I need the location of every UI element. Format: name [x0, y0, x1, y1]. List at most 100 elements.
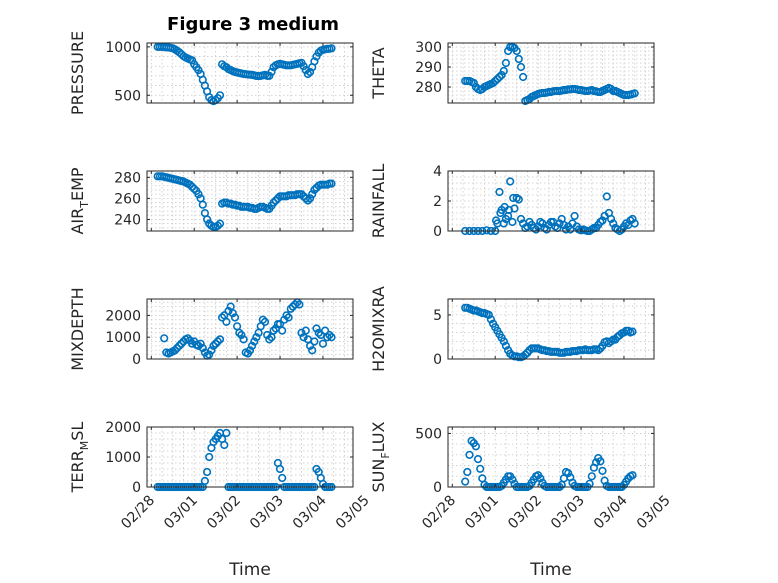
data-point [306, 67, 315, 77]
data-point [295, 300, 304, 309]
data-point [596, 457, 605, 466]
data-point [630, 219, 639, 228]
data-point [297, 328, 306, 337]
axes-box [447, 42, 655, 104]
data-point [499, 337, 508, 346]
y-axis-label: PRESSURE [68, 31, 87, 115]
x-tick-label: 03/04 [290, 492, 330, 532]
data-point [484, 310, 493, 320]
y-tick-label: 4 [433, 164, 442, 180]
data-point [471, 442, 481, 451]
y-tick-label: 0 [132, 480, 141, 496]
data-point [469, 78, 478, 88]
data-point [516, 214, 526, 224]
data-point [245, 346, 255, 355]
data-point [185, 180, 194, 189]
data-point [175, 341, 184, 351]
y-tick-label: 290 [415, 60, 442, 76]
data-point [198, 344, 207, 353]
data-point [473, 455, 483, 464]
data-point [306, 194, 315, 203]
data-point [188, 182, 197, 191]
data-point [198, 200, 207, 209]
data-point [499, 66, 508, 76]
data-point [504, 46, 513, 56]
x-tick-label: 03/02 [204, 493, 244, 533]
data-point [207, 346, 216, 355]
y-tick-label: 500 [114, 88, 141, 104]
data-point [177, 339, 186, 348]
data-point [291, 300, 300, 309]
x-tick-label: 02/28 [118, 493, 158, 533]
data-point [598, 466, 607, 476]
data-point [465, 450, 474, 460]
x-tick-label: 02/28 [419, 493, 459, 533]
figure-title: Figure 3 medium [167, 14, 339, 35]
data-point [297, 190, 306, 199]
data-point [318, 339, 328, 348]
data-point [463, 467, 472, 477]
data-point [301, 194, 310, 203]
data-point [205, 350, 214, 359]
y-tick-label: 0 [132, 352, 141, 368]
data-point [215, 335, 225, 344]
x-tick-label: 03/04 [591, 492, 631, 532]
y-tick-label: 280 [114, 170, 141, 186]
data-point [327, 333, 336, 342]
axes-box [447, 426, 655, 488]
data-point [269, 326, 278, 335]
data-point [606, 84, 616, 94]
data-point [220, 440, 229, 450]
data-point [461, 477, 470, 486]
y-axis-label: MIXDEPTH [68, 287, 87, 370]
data-point [205, 452, 214, 462]
data-point [564, 469, 573, 478]
data-point [224, 306, 233, 316]
data-point [514, 195, 523, 204]
data-point [265, 335, 274, 344]
data-point [215, 219, 225, 228]
x-tick-label: 03/02 [505, 493, 545, 533]
data-point [325, 330, 334, 340]
data-point [508, 475, 517, 484]
y-tick-label: 1000 [105, 330, 141, 346]
data-point [228, 309, 237, 318]
data-point [235, 328, 244, 337]
data-point [230, 313, 240, 322]
x-axis-label: Time [529, 560, 572, 580]
data-point [310, 185, 319, 194]
data-point [271, 196, 280, 205]
data-point [501, 341, 511, 350]
axes-box [146, 298, 354, 360]
axes-box [146, 170, 354, 232]
data-point [222, 317, 231, 327]
data-point [598, 216, 607, 225]
data-point [275, 464, 285, 474]
y-tick-label: 280 [415, 80, 442, 96]
data-point [489, 78, 498, 88]
data-point [606, 337, 616, 346]
subplot-mixdepth: 0 1000 2000 MIXDEPTH [68, 287, 354, 371]
axes-box [146, 42, 354, 104]
y-tick-label: 2000 [105, 308, 141, 324]
data-point [501, 58, 511, 68]
data-point [327, 44, 336, 53]
axes-box [146, 426, 354, 488]
data-point [267, 67, 276, 77]
data-point [278, 326, 287, 335]
y-tick-label: 0 [433, 352, 442, 368]
data-point [194, 190, 203, 199]
y-tick-label: 300 [415, 40, 442, 56]
data-point [512, 46, 521, 56]
axes-box [447, 298, 655, 360]
x-tick-label: 03/01 [462, 493, 502, 533]
data-point [518, 72, 528, 82]
data-point [606, 214, 616, 224]
data-point [323, 333, 332, 342]
y-tick-label: 500 [415, 426, 442, 442]
data-point [587, 472, 596, 481]
y-tick-label: 240 [114, 212, 141, 228]
y-tick-label: 5 [433, 308, 442, 324]
data-point [521, 350, 530, 359]
